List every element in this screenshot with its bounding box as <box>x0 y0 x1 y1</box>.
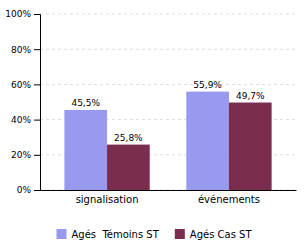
y-tick-mark <box>34 84 40 85</box>
data-label: 45,5% <box>71 98 100 108</box>
y-tick-mark <box>34 49 40 50</box>
legend-label: Agés Témoins ST <box>72 229 160 240</box>
legend-swatch <box>57 229 67 239</box>
legend-item: Agés Témoins ST <box>57 229 160 240</box>
bar <box>229 103 272 190</box>
grid <box>40 14 296 190</box>
y-tick: 40% <box>11 115 40 125</box>
chart-container: 45,5% 55,9% 25,8% 49,7% 0% 20% 40% 60% 80% 100% si… <box>0 0 308 252</box>
y-tick: 20% <box>11 150 40 160</box>
data-label: 55,9% <box>193 80 222 90</box>
bars <box>64 92 271 190</box>
x-tick-label: signalisation <box>76 194 139 205</box>
y-tick-label: 80% <box>11 45 31 55</box>
y-axis-line <box>34 15 41 191</box>
grid-line <box>40 49 296 50</box>
y-axis: 0% 20% 40% 60% 80% 100% <box>5 9 40 195</box>
data-label: 49,7% <box>236 91 265 101</box>
y-tick-mark <box>34 14 40 15</box>
x-tick-label: événements <box>198 194 260 205</box>
y-tick-mark <box>34 120 40 121</box>
bar <box>64 110 107 190</box>
legend-item: Agés Cas ST <box>175 229 253 240</box>
y-tick: 100% <box>5 9 40 19</box>
data-labels: 45,5% 55,9% 25,8% 49,7% <box>71 80 265 143</box>
chart-svg: 45,5% 55,9% 25,8% 49,7% 0% 20% 40% 60% 80% 100% si… <box>0 0 308 252</box>
bar <box>186 92 229 190</box>
legend-swatch <box>175 229 185 239</box>
data-label: 25,8% <box>114 133 143 143</box>
x-axis-line <box>41 190 297 191</box>
grid-line <box>40 14 296 15</box>
x-tick: signalisation <box>76 190 139 205</box>
y-tick-label: 40% <box>11 115 31 125</box>
y-tick-label: 20% <box>11 150 31 160</box>
x-axis: signalisation événements <box>41 190 297 205</box>
y-tick: 60% <box>11 80 40 90</box>
y-tick: 80% <box>11 45 40 55</box>
legend: Agés Témoins ST Agés Cas ST <box>57 229 253 240</box>
x-tick: événements <box>198 190 260 205</box>
y-tick-mark <box>34 190 40 191</box>
y-tick-label: 60% <box>11 80 31 90</box>
y-tick: 0% <box>17 185 40 195</box>
y-tick-label: 100% <box>5 9 31 19</box>
bar <box>107 145 150 190</box>
y-tick-label: 0% <box>17 185 32 195</box>
grid-line <box>40 84 296 85</box>
y-tick-mark <box>34 155 40 156</box>
plot-area: 45,5% 55,9% 25,8% 49,7% 0% 20% 40% 60% 80% 100% si… <box>5 9 296 205</box>
legend-label: Agés Cas ST <box>190 229 253 240</box>
